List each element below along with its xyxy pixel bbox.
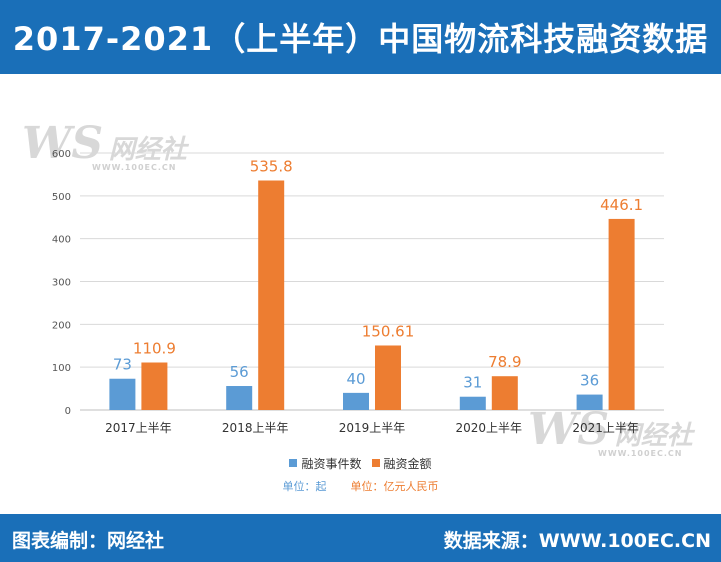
x-tick-label: 2019上半年 (339, 421, 406, 435)
legend-item-events: 融资事件数 (289, 455, 362, 472)
legend: 融资事件数 融资金额 (0, 454, 721, 472)
y-tick-label: 400 (52, 235, 71, 246)
data-label-events: 31 (463, 374, 482, 392)
footer-right-credit: 数据来源：WWW.100EC.CN (443, 530, 711, 552)
y-tick-label: 300 (52, 278, 71, 289)
unit-events: 单位：起 (282, 480, 327, 493)
y-tick-label: 0 (65, 406, 71, 417)
legend-label-events: 融资事件数 (301, 456, 362, 471)
legend-swatch-events (289, 459, 298, 467)
y-tick-label: 100 (52, 363, 71, 374)
bar-events (343, 392, 369, 410)
bar-events (226, 386, 253, 410)
legend-swatch-amount (371, 459, 380, 467)
y-tick-label: 600 (52, 149, 71, 160)
data-label-amount: 78.9 (488, 353, 521, 371)
data-label-events: 73 (113, 356, 132, 374)
data-label-amount: 535.8 (250, 157, 293, 175)
data-label-amount: 150.61 (362, 322, 415, 340)
bar-events (576, 394, 603, 410)
x-tick-label: 2020上半年 (456, 421, 523, 435)
x-tick-label: 2021上半年 (572, 421, 639, 435)
footer-bar: 图表编制：网经社 数据来源：WWW.100EC.CN (0, 514, 721, 562)
data-label-events: 56 (230, 363, 249, 381)
unit-amount: 单位：亿元人民币 (350, 480, 439, 493)
header-bar: 2017-2021（上半年）中国物流科技融资数据 (0, 0, 721, 74)
x-tick-label: 2017上半年 (105, 421, 172, 435)
y-tick-label: 500 (52, 192, 71, 203)
bar-amount (375, 345, 401, 410)
data-label-amount: 446.1 (600, 196, 643, 214)
legend-label-amount: 融资金额 (383, 456, 432, 471)
bar-events (459, 396, 486, 410)
data-label-amount: 110.9 (133, 339, 176, 357)
bar-amount (608, 218, 635, 410)
chart-title: 2017-2021（上半年）中国物流科技融资数据 (12, 20, 709, 58)
bar-events (109, 378, 136, 410)
data-label-events: 40 (346, 370, 365, 388)
data-label-events: 36 (580, 372, 599, 390)
y-tick-label: 200 (52, 320, 71, 331)
bar-amount (491, 376, 518, 410)
legend-item-amount: 融资金额 (371, 455, 432, 472)
units-row: 单位：起 单位：亿元人民币 (0, 478, 721, 494)
x-tick-label: 2018上半年 (222, 421, 289, 435)
bar-amount (258, 180, 285, 410)
bar-amount (141, 362, 168, 410)
footer-left-credit: 图表编制：网经社 (12, 530, 165, 552)
